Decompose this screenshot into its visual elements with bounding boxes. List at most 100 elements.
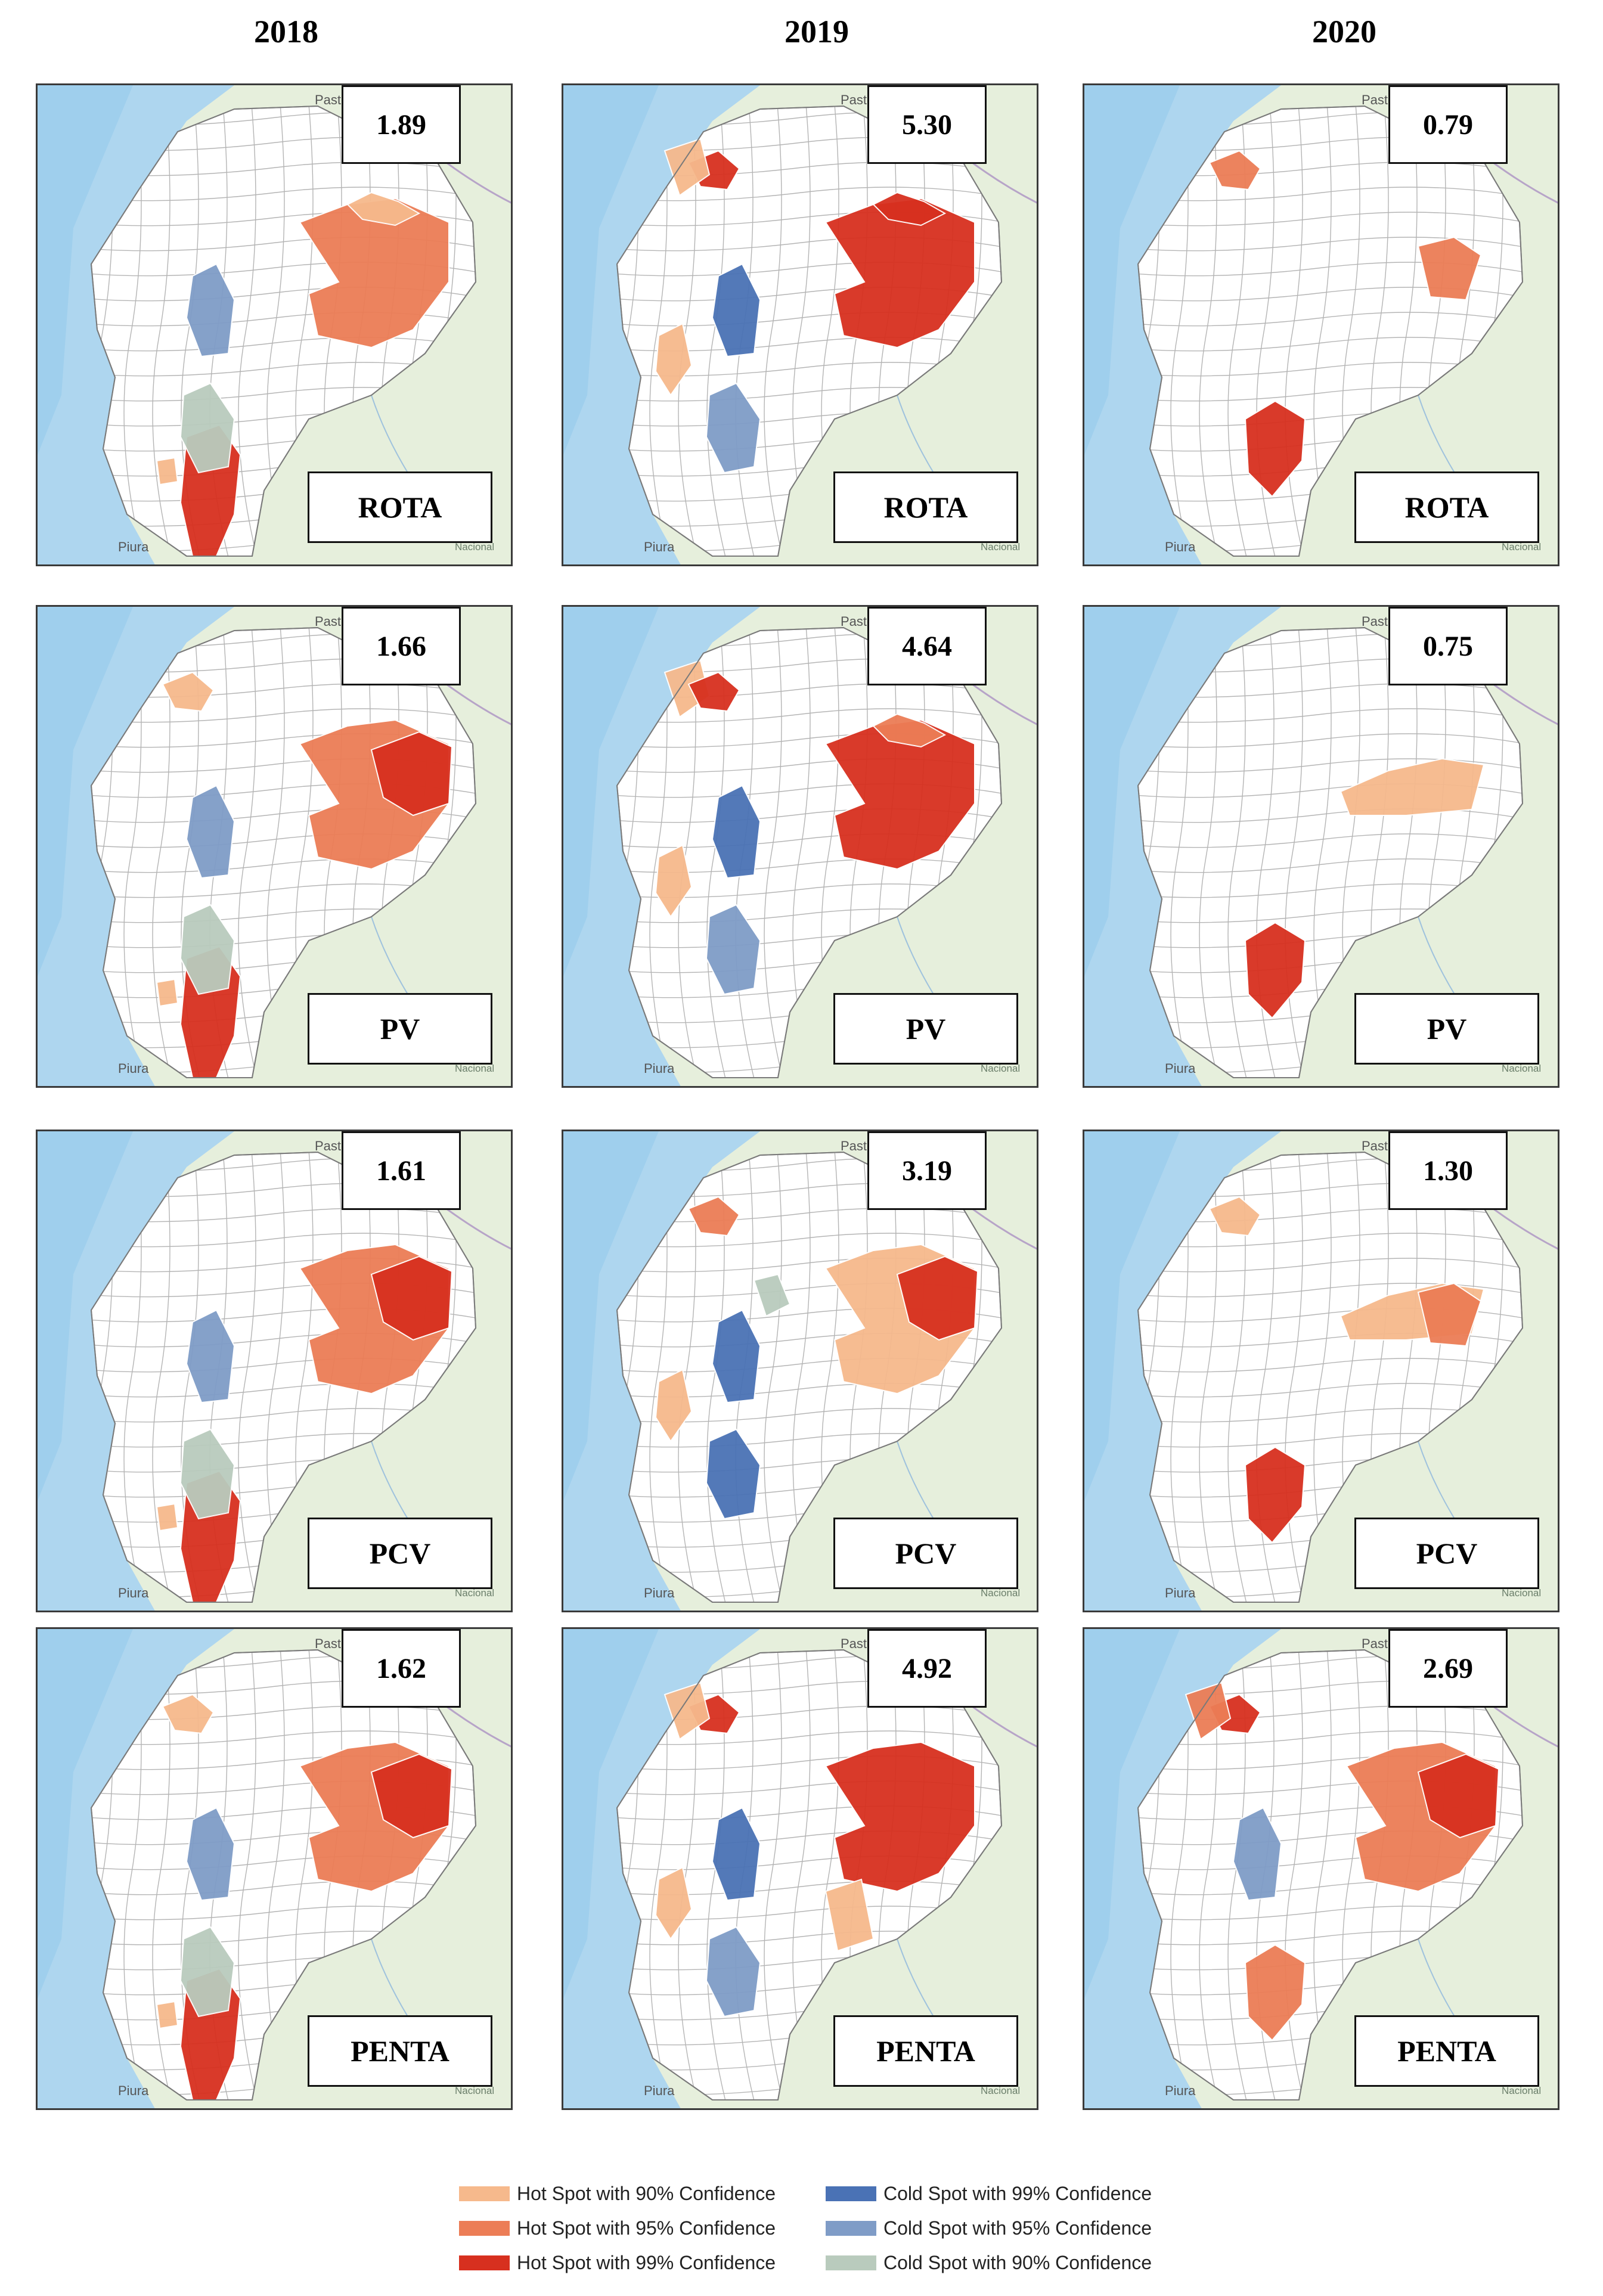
statistic-value-box: 4.92: [867, 1629, 987, 1708]
place-label-piura: Piura: [118, 539, 149, 554]
statistic-value-box: 1.62: [342, 1629, 461, 1708]
hotspot-region: [162, 1693, 215, 1735]
legend-item: Hot Spot with 99% Confidence: [459, 2248, 776, 2278]
hotspot-region: [179, 1926, 235, 2018]
hotspot-region: [663, 1681, 711, 1740]
place-label-piura: Piura: [644, 1586, 675, 1600]
year-header-2019: 2019: [785, 14, 849, 49]
vaccine-label-box: PENTA: [833, 2015, 1018, 2087]
hotspot-region: [370, 731, 453, 817]
hotspot-region: [872, 713, 947, 748]
statistic-value-box: 0.75: [1388, 607, 1508, 685]
legend-swatch: [459, 2255, 510, 2270]
hotspot-region: [346, 191, 421, 227]
legend-swatch: [459, 2220, 510, 2236]
park-label-line2: Nacional: [455, 541, 495, 553]
statistic-value-box: 4.64: [867, 607, 987, 685]
park-label-line2: Nacional: [1502, 1587, 1542, 1599]
statistic-value-box: 0.79: [1388, 85, 1508, 164]
hotspot-region: [655, 844, 693, 918]
vaccine-label-box: PV: [308, 993, 492, 1065]
place-label-piura: Piura: [644, 539, 675, 554]
choropleth-map: [38, 85, 511, 564]
hotspot-region: [753, 1273, 791, 1317]
hotspot-region: [655, 1866, 693, 1940]
place-label-piura: Piura: [1165, 1586, 1196, 1600]
hotspot-region: [655, 322, 693, 396]
hotspot-region: [711, 263, 761, 358]
hotspot-region: [1208, 150, 1261, 191]
legend-item: Cold Spot with 95% Confidence: [826, 2213, 1152, 2243]
place-label-piura: Piura: [1165, 539, 1196, 554]
statistic-value-box: 1.66: [342, 607, 461, 685]
park-label-line2: Nacional: [981, 1587, 1021, 1599]
hotspot-region: [711, 1807, 761, 1901]
hotspot-region: [1417, 236, 1482, 301]
vaccine-label-box: PENTA: [308, 2015, 492, 2087]
legend-label: Hot Spot with 90% Confidence: [517, 2182, 776, 2204]
hotspot-region: [705, 1926, 761, 2018]
park-label-line2: Nacional: [981, 541, 1021, 553]
place-label-piura: Piura: [118, 1586, 149, 1600]
hotspot-region: [179, 382, 235, 474]
vaccine-label-box: PENTA: [1354, 2015, 1539, 2087]
statistic-value-box: 1.89: [342, 85, 461, 164]
park-label-line2: Nacional: [1502, 541, 1542, 553]
vaccine-label-box: ROTA: [1354, 471, 1539, 543]
legend-item: Cold Spot with 90% Confidence: [826, 2248, 1152, 2278]
year-header-2018: 2018: [254, 14, 318, 49]
hotspot-region: [1417, 1753, 1500, 1839]
place-label-piura: Piura: [1165, 1061, 1196, 1076]
legend-label: Cold Spot with 99% Confidence: [883, 2182, 1152, 2204]
hotspot-region: [179, 904, 235, 995]
hotspot-region: [179, 1428, 235, 1520]
park-label-line2: Nacional: [455, 1587, 495, 1599]
hotspot-region: [705, 904, 761, 995]
place-label-piura: Piura: [118, 2083, 149, 2098]
hotspot-region: [1244, 400, 1306, 498]
hotspot-region: [1208, 1196, 1261, 1237]
park-label-line2: Nacional: [1502, 2085, 1542, 2096]
hotspot-region: [1244, 921, 1306, 1019]
legend-swatch: [459, 2186, 510, 2201]
hotspot-region: [824, 1878, 875, 1952]
hotspot-region: [156, 1503, 179, 1532]
vaccine-label-box: PV: [833, 993, 1018, 1065]
hotspot-region: [711, 784, 761, 879]
legend-label: Cold Spot with 95% Confidence: [883, 2217, 1152, 2239]
legend-item: Hot Spot with 90% Confidence: [459, 2179, 776, 2208]
hotspot-region: [1340, 758, 1485, 816]
statistic-value-box: 2.69: [1388, 1629, 1508, 1708]
legend-item: Hot Spot with 95% Confidence: [459, 2213, 776, 2243]
hotspot-region: [156, 978, 179, 1007]
statistic-value-box: 5.30: [867, 85, 987, 164]
year-header-2020: 2020: [1312, 14, 1376, 49]
park-label-line2: Nacional: [981, 2085, 1021, 2096]
vaccine-label-box: PV: [1354, 993, 1539, 1065]
hotspot-region: [655, 1369, 693, 1442]
legend-label: Hot Spot with 99% Confidence: [517, 2251, 776, 2273]
hotspot-region: [185, 1807, 235, 1901]
hotspot-region: [156, 457, 179, 486]
vaccine-label-box: ROTA: [833, 471, 1018, 543]
hotspot-region: [1185, 1681, 1232, 1740]
hotspot-region: [896, 1255, 979, 1341]
hotspot-region: [1417, 1282, 1482, 1347]
hotspot-region: [711, 1309, 761, 1404]
legend-item: Cold Spot with 99% Confidence: [826, 2179, 1152, 2208]
hotspot-region: [185, 784, 235, 879]
park-label-line2: Nacional: [981, 1063, 1021, 1074]
legend-label: Cold Spot with 90% Confidence: [883, 2251, 1152, 2273]
hotspot-region: [872, 191, 947, 227]
